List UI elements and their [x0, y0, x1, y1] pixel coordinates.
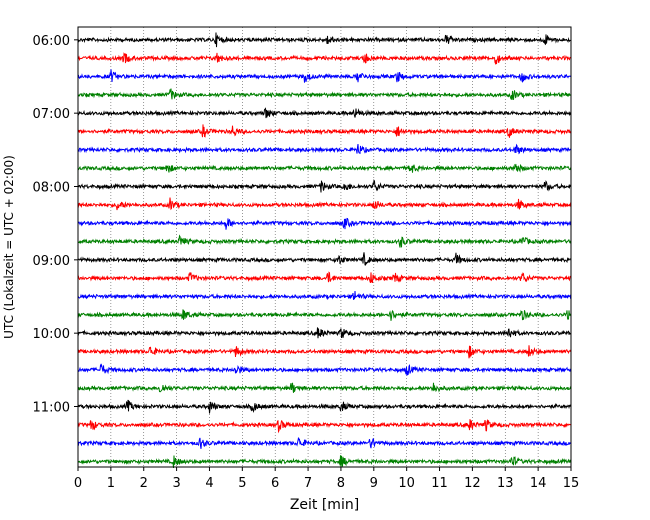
trace-row: [77, 124, 572, 138]
plot-frame: [77, 26, 572, 468]
trace-row: [77, 327, 572, 339]
trace-row: [77, 32, 572, 48]
y-tick-label: 09:00: [33, 254, 70, 269]
x-tick-label: 5: [238, 476, 246, 491]
trace-row: [77, 52, 572, 66]
trace-row: [77, 69, 572, 83]
trace-row: [77, 107, 572, 119]
trace-row: [77, 399, 572, 414]
trace-row: [77, 309, 572, 321]
trace-row: [77, 88, 572, 100]
trace-row: [77, 271, 572, 284]
x-tick-label: 6: [271, 476, 279, 491]
x-tick-label: 8: [337, 476, 345, 491]
y-tick-label: 08:00: [33, 181, 70, 196]
x-tick-label: 10: [398, 476, 415, 491]
y-tick-label: 11:00: [33, 401, 70, 416]
trace-row: [77, 252, 572, 266]
x-tick-label: 4: [205, 476, 213, 491]
trace-row: [77, 234, 572, 248]
trace-row: [77, 163, 572, 173]
trace-row: [77, 437, 572, 449]
x-axis-label: Zeit [min]: [290, 497, 359, 513]
y-axis-ticks: 06:00 07:00 08:00 09:00 10:00 11:00: [33, 34, 78, 416]
x-tick-label: 15: [563, 476, 580, 491]
trace-row: [77, 179, 572, 193]
trace-row: [77, 455, 572, 469]
x-tick-label: 11: [431, 476, 448, 491]
trace-row: [77, 217, 572, 230]
x-tick-label: 9: [370, 476, 378, 491]
x-tick-label: 0: [74, 476, 82, 491]
x-tick-label: 2: [140, 476, 148, 491]
x-tick-label: 14: [530, 476, 547, 491]
x-tick-label: 1: [107, 476, 115, 491]
trace-row: [77, 290, 572, 300]
trace-row: [77, 363, 572, 376]
x-tick-label: 7: [304, 476, 312, 491]
trace-row: [77, 143, 572, 155]
trace-row: [77, 382, 572, 393]
x-tick-label: 3: [172, 476, 180, 491]
y-axis-label: UTC (Lokalzeit = UTC + 02:00): [2, 155, 16, 339]
trace-row: [77, 418, 572, 434]
x-axis-ticks: 0 1 2 3 4 5 6 7 8 9 10 11 12 13 14 15: [74, 467, 579, 491]
gridlines: [110, 27, 539, 467]
trace-row: [77, 197, 572, 211]
trace-row: [77, 345, 572, 359]
traces: [77, 32, 572, 469]
y-tick-label: 06:00: [33, 34, 70, 49]
x-tick-label: 13: [497, 476, 514, 491]
y-tick-label: 10:00: [33, 327, 70, 342]
x-tick-label: 12: [464, 476, 481, 491]
y-tick-label: 07:00: [33, 107, 70, 122]
